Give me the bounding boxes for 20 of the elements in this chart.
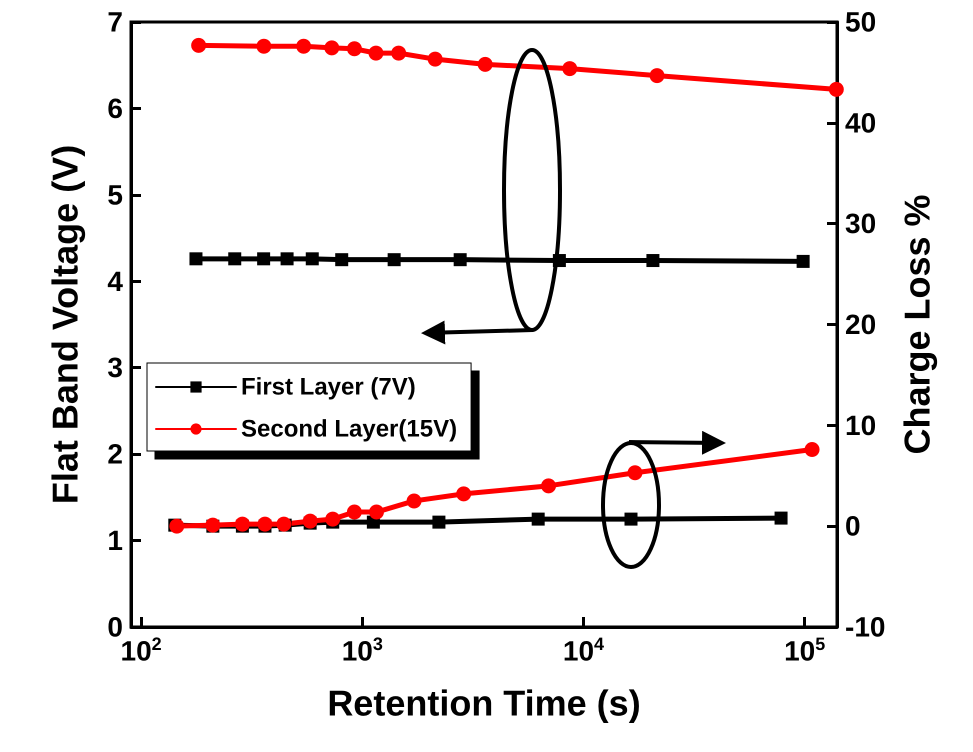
y-tick-label: 3	[107, 352, 123, 384]
y2-tick-label: 20	[845, 309, 876, 340]
y2-axis-title: Charge Loss %	[896, 194, 938, 455]
y-tick-label: 0	[107, 612, 123, 642]
y2-tick-label: 0	[845, 510, 861, 542]
y-tick-label: 2	[107, 438, 123, 470]
y2-tick-label: 50	[845, 6, 876, 38]
y2-tick-label: 10	[845, 410, 876, 441]
legend-label: Second Layer(15V)	[241, 416, 458, 442]
y2-tick-label: 40	[845, 107, 876, 138]
y2-tick-label: 30	[845, 208, 876, 240]
x-axis-title: Retention Time (s)	[327, 682, 641, 724]
y-tick-label: 4	[107, 266, 124, 297]
legend-label: First Layer (7V)	[241, 374, 416, 400]
y2-tick-label: -10	[845, 612, 886, 642]
y-axis-title: Flat Band Voltage (V)	[44, 144, 86, 504]
y-tick-label: 5	[107, 179, 123, 210]
y-tick-label: 1	[107, 525, 123, 556]
y-tick-label: 6	[107, 92, 123, 124]
y-tick-label: 7	[107, 6, 123, 38]
